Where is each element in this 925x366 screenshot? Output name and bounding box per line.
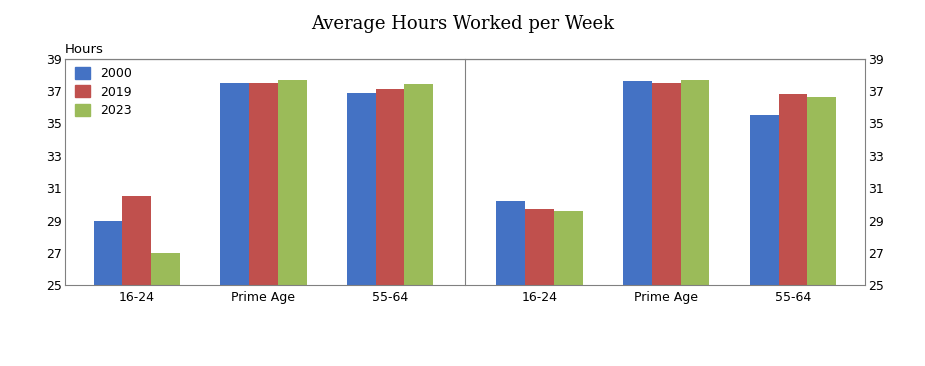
Bar bbox=[808, 97, 836, 285]
Text: Average Hours Worked per Week: Average Hours Worked per Week bbox=[311, 15, 614, 33]
Bar bbox=[652, 83, 681, 285]
Legend: 2000, 2019, 2023: 2000, 2019, 2023 bbox=[75, 67, 132, 117]
Bar bbox=[122, 196, 151, 285]
Bar bbox=[750, 115, 779, 285]
Bar bbox=[554, 211, 583, 285]
Bar bbox=[249, 83, 278, 285]
Bar bbox=[623, 81, 652, 285]
Bar bbox=[220, 83, 249, 285]
Bar bbox=[779, 94, 808, 285]
Bar bbox=[278, 80, 306, 285]
Text: Hours: Hours bbox=[65, 43, 104, 56]
Bar bbox=[681, 80, 709, 285]
Bar bbox=[151, 253, 179, 285]
Bar bbox=[497, 201, 525, 285]
Bar bbox=[404, 85, 433, 285]
Bar bbox=[525, 209, 554, 285]
Bar bbox=[376, 89, 404, 285]
Bar bbox=[347, 93, 376, 285]
Bar bbox=[93, 221, 122, 285]
